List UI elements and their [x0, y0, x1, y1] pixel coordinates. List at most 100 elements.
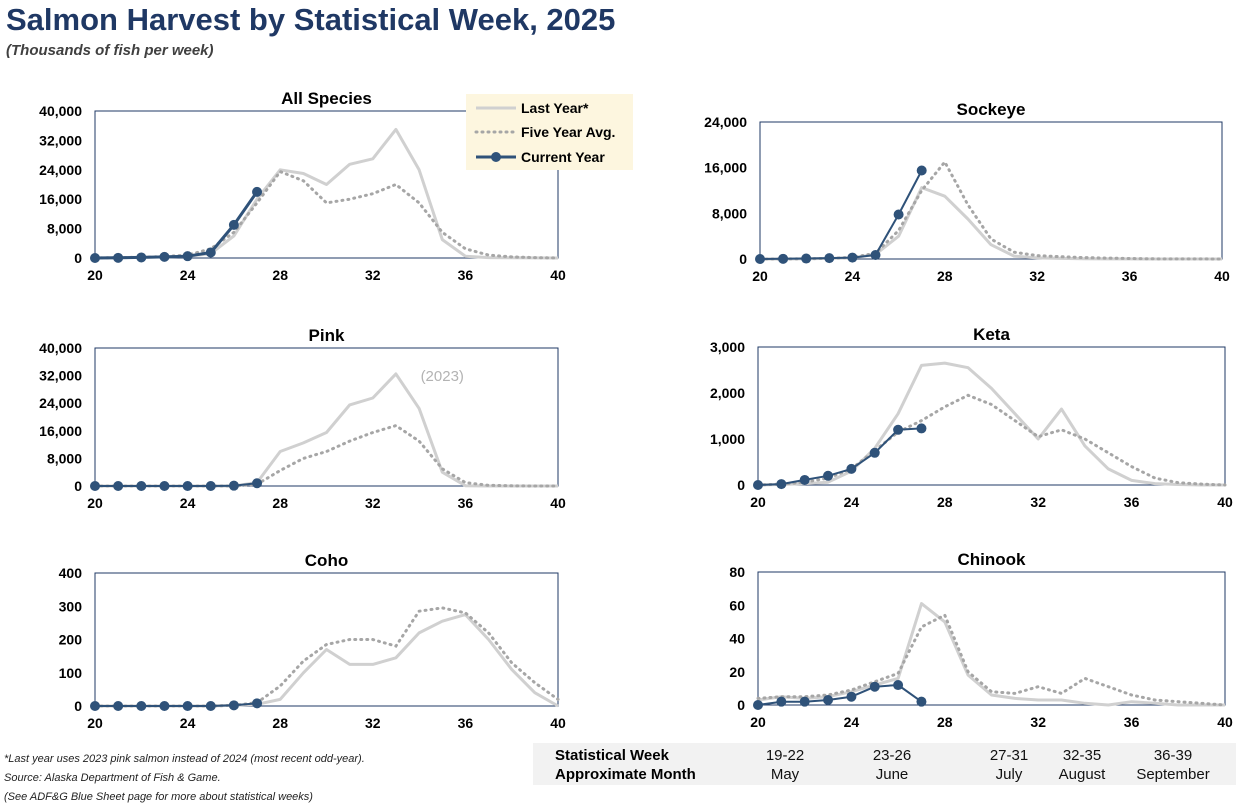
week-range-cell: 23-26 [872, 747, 912, 764]
x-tick-label: 28 [937, 268, 953, 284]
y-tick-label: 16,000 [39, 423, 82, 439]
y-tick-label: 0 [737, 697, 745, 713]
x-tick-label: 20 [750, 714, 766, 730]
y-tick-label: 16,000 [704, 160, 747, 176]
statistical-week-table: Statistical Week Approximate Month 19-22… [533, 743, 1236, 785]
chart-keta: Keta 0 1,000 2,000 3,000 20 24 28 32 36 40 [710, 325, 1233, 510]
y-tick-label: 8,000 [47, 450, 82, 466]
x-tick-label: 28 [272, 267, 288, 283]
chart-title: Coho [305, 551, 348, 570]
x-tick-label: 40 [1217, 494, 1233, 510]
data-point-current-year [159, 251, 170, 262]
data-point-current-year [90, 701, 100, 711]
data-point-current-year [90, 481, 100, 491]
y-tick-label: 24,000 [39, 162, 82, 178]
chart-coho: Coho 0 100 200 300 400 20 24 28 32 36 40 [59, 551, 566, 731]
x-tick-label: 20 [87, 267, 103, 283]
y-tick-label: 40,000 [39, 103, 82, 119]
data-point-current-year [136, 252, 147, 263]
page-title: Salmon Harvest by Statistical Week, 2025 [6, 2, 616, 37]
x-tick-label: 36 [1124, 714, 1140, 730]
page-subtitle: (Thousands of fish per week) [6, 42, 214, 59]
week-range-cell: 32-35 [1062, 747, 1102, 764]
y-tick-label: 8,000 [47, 221, 82, 237]
month-cell: May [770, 766, 800, 783]
y-tick-label: 20 [729, 664, 745, 680]
footnotes: *Last year uses 2023 pink salmon instead… [4, 750, 365, 807]
x-tick-label: 20 [750, 494, 766, 510]
data-point-current-year [893, 209, 904, 220]
data-point-current-year [823, 695, 834, 706]
week-range-cell: 27-31 [989, 747, 1029, 764]
x-tick-label: 32 [365, 495, 381, 511]
y-tick-label: 0 [74, 250, 82, 266]
data-point-current-year [823, 470, 834, 481]
data-point-current-year [136, 701, 147, 711]
legend-label-current-year: Current Year [521, 149, 605, 165]
data-point-current-year [113, 252, 124, 263]
approximate-month-label: Approximate Month [555, 766, 696, 783]
month-cell: September [1136, 766, 1210, 783]
x-tick-label: 28 [937, 714, 953, 730]
y-tick-label: 24,000 [704, 114, 747, 130]
series-line-five-year-avg [756, 393, 1227, 487]
week-range-cell: 36-39 [1153, 747, 1193, 764]
data-point-current-year [205, 701, 216, 711]
x-tick-label: 24 [844, 494, 860, 510]
data-point-current-year [159, 481, 170, 491]
data-point-current-year [869, 447, 880, 458]
x-tick-label: 40 [550, 495, 566, 511]
plot-area [94, 347, 559, 487]
month-cell: June [875, 766, 909, 783]
legend-label-five-year-avg: Five Year Avg. [521, 124, 615, 140]
chart-all-species: All Species 0 8,000 16,000 24,000 32,000 40,00… [39, 89, 566, 283]
data-point-current-year [252, 186, 263, 197]
x-tick-label: 40 [550, 715, 566, 731]
x-tick-label: 40 [1217, 714, 1233, 730]
y-tick-label: 300 [59, 598, 83, 614]
x-tick-label: 20 [752, 268, 768, 284]
x-tick-label: 36 [458, 267, 474, 283]
footnote-last-year: *Last year uses 2023 pink salmon instead… [4, 753, 365, 765]
data-point-current-year [916, 165, 927, 176]
x-tick-label: 24 [180, 267, 196, 283]
legend-marker-current-year [491, 152, 501, 162]
y-tick-label: 0 [74, 478, 82, 494]
statistical-week-label: Statistical Week [555, 747, 669, 764]
data-point-current-year [893, 424, 904, 435]
data-point-current-year [182, 481, 193, 491]
y-tick-label: 200 [59, 632, 83, 648]
y-tick-label: 40 [729, 631, 745, 647]
footnote-source: Source: Alaska Department of Fish & Game… [4, 772, 221, 784]
x-tick-label: 32 [365, 267, 381, 283]
data-point-current-year [113, 481, 124, 491]
chart-chinook: Chinook 0 20 40 60 80 20 24 28 32 36 40 [729, 550, 1233, 730]
y-tick-label: 400 [59, 565, 83, 581]
data-point-current-year [870, 250, 881, 261]
y-tick-label: 0 [74, 698, 82, 714]
data-point-current-year [776, 696, 787, 707]
legend: Last Year* Five Year Avg. Current Year [466, 94, 633, 170]
plot-area [757, 346, 1226, 486]
data-point-current-year [252, 478, 263, 489]
y-tick-label: 60 [729, 597, 745, 613]
data-point-current-year [90, 253, 100, 263]
data-point-current-year [136, 481, 147, 491]
x-tick-label: 36 [1122, 268, 1138, 284]
x-tick-label: 32 [365, 715, 381, 731]
data-point-current-year [776, 479, 787, 490]
y-tick-label: 0 [737, 477, 745, 493]
plot-area [757, 571, 1226, 706]
legend-label-last-year: Last Year* [521, 100, 589, 116]
y-tick-label: 16,000 [39, 191, 82, 207]
x-tick-label: 36 [458, 495, 474, 511]
data-point-current-year [824, 253, 835, 264]
data-point-current-year [228, 219, 239, 230]
data-point-current-year [778, 253, 789, 264]
x-tick-label: 36 [1124, 494, 1140, 510]
y-tick-label: 32,000 [39, 132, 82, 148]
series-line-last-year [757, 602, 1225, 707]
y-tick-label: 40,000 [39, 340, 82, 356]
data-point-current-year [182, 251, 193, 262]
